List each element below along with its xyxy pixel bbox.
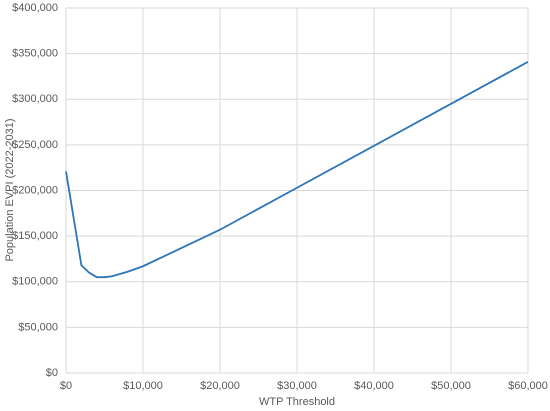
x-axis-label: WTP Threshold [259, 396, 335, 408]
x-tick-label: $10,000 [123, 380, 163, 392]
y-tick-label: $200,000 [12, 184, 58, 196]
x-tick-label: $40,000 [354, 380, 394, 392]
y-tick-label: $400,000 [12, 2, 58, 14]
x-tick-label: $30,000 [277, 380, 317, 392]
y-axis-label: Population EVPI (2022-2031) [4, 118, 16, 261]
data-line [65, 61, 529, 279]
x-tick-label: $50,000 [431, 380, 471, 392]
y-tick-label: $150,000 [12, 230, 58, 242]
x-tick-label: $60,000 [508, 380, 548, 392]
x-tick-label: $0 [60, 380, 72, 392]
y-tick-label: $50,000 [18, 321, 58, 333]
x-tick-label: $20,000 [200, 380, 240, 392]
y-tick-label: $0 [46, 367, 58, 379]
y-tick-label: $300,000 [12, 93, 58, 105]
y-tick-label: $250,000 [12, 139, 58, 151]
y-tick-label: $100,000 [12, 276, 58, 288]
y-tick-label: $350,000 [12, 48, 58, 60]
